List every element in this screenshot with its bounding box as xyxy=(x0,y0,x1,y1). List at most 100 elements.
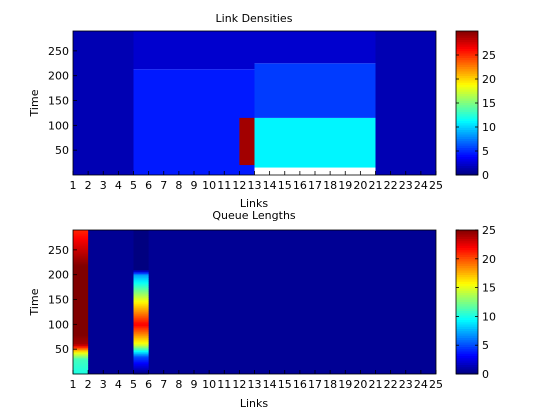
queue-background xyxy=(73,230,436,374)
queue-column-segment xyxy=(73,292,89,295)
queue-column-segment xyxy=(133,248,149,251)
queue-column-segment xyxy=(133,372,149,375)
density-x-tick-label: 24 xyxy=(414,179,428,192)
queue-column-segment xyxy=(73,302,89,305)
density-colorbar-swatch xyxy=(456,64,478,68)
density-colorbar-swatch xyxy=(456,130,478,133)
density-y-tick-label: 150 xyxy=(48,95,69,108)
density-colorbar-tick-label: 15 xyxy=(482,97,496,110)
queue-column-segment xyxy=(73,338,89,341)
queue-colorbar-swatch xyxy=(456,290,478,294)
density-colorbar-swatch xyxy=(456,166,478,169)
queue-column-segment xyxy=(73,354,89,357)
queue-column-segment xyxy=(133,358,149,361)
queue-x-tick-label: 4 xyxy=(115,378,122,391)
queue-column-segment xyxy=(133,234,149,237)
queue-colorbar-swatch xyxy=(456,365,478,368)
queue-column-segment xyxy=(73,242,89,245)
queue-colorbar-swatch xyxy=(456,252,478,256)
queue-column-segment xyxy=(73,344,89,347)
queue-column-segment xyxy=(73,236,89,239)
density-colorbar-swatch xyxy=(456,73,478,77)
density-cell-block xyxy=(73,31,134,175)
density-colorbar xyxy=(456,31,478,176)
queue-column-segment xyxy=(73,266,89,269)
queue-x-tick-label: 12 xyxy=(232,378,246,391)
queue-column-segment xyxy=(73,232,89,235)
queue-column-segment xyxy=(73,326,89,329)
queue-column-segment xyxy=(73,320,89,323)
queue-colorbar-tick-label: 15 xyxy=(482,282,496,295)
density-colorbar-swatch xyxy=(456,33,478,36)
density-x-tick-label: 3 xyxy=(100,179,107,192)
queue-colorbar-tick-label: 5 xyxy=(482,339,489,352)
queue-column-segment xyxy=(133,292,149,295)
queue-column-segment xyxy=(133,364,149,367)
queue-column-segment xyxy=(73,276,89,279)
density-colorbar-swatch xyxy=(456,121,478,124)
queue-x-tick-label: 16 xyxy=(293,378,307,391)
density-colorbar-swatch xyxy=(456,163,478,167)
queue-column-segment xyxy=(73,322,89,325)
queue-column-segment xyxy=(133,336,149,339)
queue-column-segment xyxy=(133,318,149,321)
density-x-tick-label: 14 xyxy=(263,179,277,192)
queue-column-segment xyxy=(73,328,89,331)
queue-colorbar-ticks: 0 5 10 15 20 25 xyxy=(456,224,496,381)
density-colorbar-swatch xyxy=(456,53,478,57)
density-colorbar-swatch xyxy=(456,71,478,75)
queue-column-segment xyxy=(133,284,149,287)
queue-column-segment xyxy=(133,254,149,257)
queue-column-segment xyxy=(73,296,89,299)
density-colorbar-swatch xyxy=(456,145,478,149)
density-xlabel: Links xyxy=(240,197,269,210)
density-cell-block xyxy=(254,117,376,168)
queue-column-segment xyxy=(133,306,149,309)
queue-column-segment xyxy=(73,268,89,271)
queue-column-segment xyxy=(133,272,149,275)
density-colorbar-swatch xyxy=(456,123,478,126)
queue-column-segment xyxy=(73,264,89,267)
density-colorbar-swatch xyxy=(456,116,478,120)
density-colorbar-swatch xyxy=(456,154,478,158)
queue-column-segment xyxy=(73,314,89,317)
density-cell-block xyxy=(375,31,436,175)
queue-colorbar-swatch xyxy=(456,340,478,343)
density-y-tick-label: 100 xyxy=(48,119,69,132)
queue-column-segment xyxy=(73,336,89,339)
queue-colorbar-swatch xyxy=(456,243,478,247)
density-colorbar-swatch xyxy=(456,40,478,43)
queue-column-segment xyxy=(133,312,149,315)
density-x-tick-label: 1 xyxy=(70,179,77,192)
queue-column-segment xyxy=(73,298,89,301)
density-x-tick-label: 21 xyxy=(369,179,383,192)
queue-colorbar-swatch xyxy=(456,356,478,359)
density-colorbar-swatch xyxy=(456,58,478,61)
queue-colorbar-tick-label: 10 xyxy=(482,310,496,323)
queue-colorbar-swatch xyxy=(456,311,478,314)
queue-column-segment xyxy=(133,266,149,269)
queue-column-segment xyxy=(133,332,149,335)
density-x-tick-label: 16 xyxy=(293,179,307,192)
queue-column-segment xyxy=(133,342,149,345)
density-x-ticks: 1 2 3 4 5 6 7 8 9 10 11 12 13 14 15 16 17 18 19 20 21 22 23 24 2… xyxy=(70,171,443,192)
queue-column-segment xyxy=(133,244,149,247)
queue-column-segment xyxy=(73,312,89,315)
density-colorbar-tick-label: 20 xyxy=(482,73,496,86)
queue-column-segment xyxy=(73,234,89,237)
queue-colorbar-swatch xyxy=(456,322,478,325)
queue-colorbar-swatch xyxy=(456,277,478,280)
queue-x-tick-label: 14 xyxy=(263,378,277,391)
queue-column-segment xyxy=(73,362,89,365)
queue-x-tick-label: 6 xyxy=(145,378,152,391)
queue-colorbar-swatch xyxy=(456,304,478,307)
queue-column-segment xyxy=(73,248,89,251)
queue-colorbar-swatch xyxy=(456,254,478,258)
density-colorbar-swatch xyxy=(456,46,478,50)
density-ylabel: Time xyxy=(28,89,41,117)
queue-colorbar-tick-label: 0 xyxy=(482,368,489,381)
queue-column-segment xyxy=(73,332,89,335)
queue-colorbar-frame xyxy=(455,229,479,375)
queue-heatmap xyxy=(73,230,436,375)
